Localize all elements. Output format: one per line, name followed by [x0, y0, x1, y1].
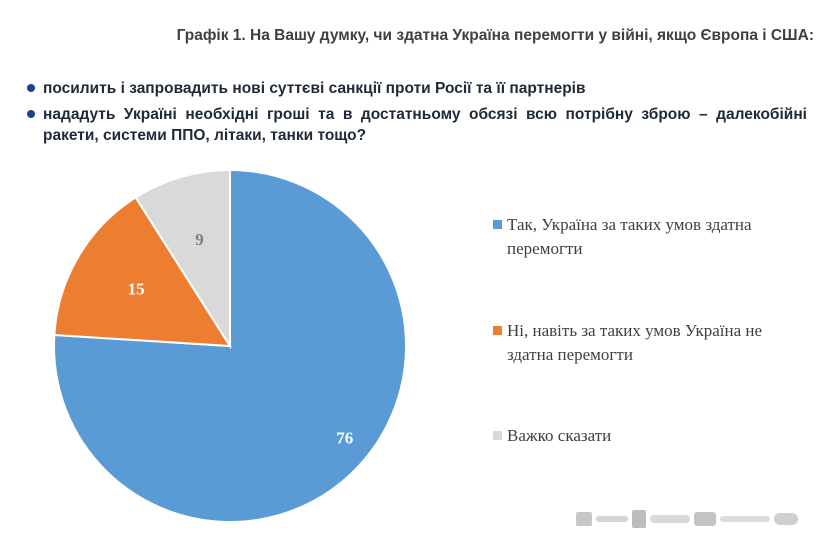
data-label-yes: 76	[336, 428, 353, 447]
pie-slice-unsure	[134, 168, 231, 350]
condition-item: посилить і запровадить нові суттєві санк…	[27, 78, 807, 99]
legend-item-unsure: Важко сказати	[493, 424, 793, 448]
condition-text: нададуть Україні необхідні гроші та в до…	[43, 106, 807, 144]
bullet-icon	[27, 84, 35, 92]
legend-label-yes: Так, Україна за таких умов здатна перемо…	[507, 215, 752, 258]
bullet-icon	[27, 110, 35, 118]
legend-item-no: Ні, навіть за таких умов Україна не здат…	[493, 319, 793, 367]
legend-label-unsure: Важко сказати	[507, 426, 612, 445]
chart-title: Графік 1. На Вашу думку, чи здатна Украї…	[176, 27, 814, 44]
pie-slice-yes	[53, 168, 407, 523]
legend-label-no: Ні, навіть за таких умов Україна не здат…	[507, 321, 763, 364]
legend-swatch-no	[493, 326, 502, 335]
data-label-no: 15	[128, 279, 145, 298]
condition-item: нададуть Україні необхідні гроші та в до…	[27, 104, 807, 146]
legend-swatch-yes	[493, 220, 502, 229]
legend-swatch-unsure	[493, 431, 502, 440]
data-label-unsure: 9	[195, 230, 204, 249]
watermark-logo	[576, 510, 798, 528]
legend-item-yes: Так, Україна за таких умов здатна перемо…	[493, 213, 793, 261]
pie-slice-no	[53, 196, 232, 348]
condition-text: посилить і запровадить нові суттєві санк…	[43, 80, 586, 97]
